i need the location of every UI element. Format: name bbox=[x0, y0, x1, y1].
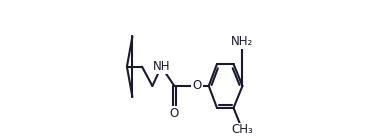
Text: CH₃: CH₃ bbox=[232, 123, 253, 136]
Text: O: O bbox=[170, 107, 179, 120]
Text: NH₂: NH₂ bbox=[231, 35, 254, 49]
Text: O: O bbox=[193, 80, 202, 92]
Text: NH: NH bbox=[153, 60, 170, 73]
